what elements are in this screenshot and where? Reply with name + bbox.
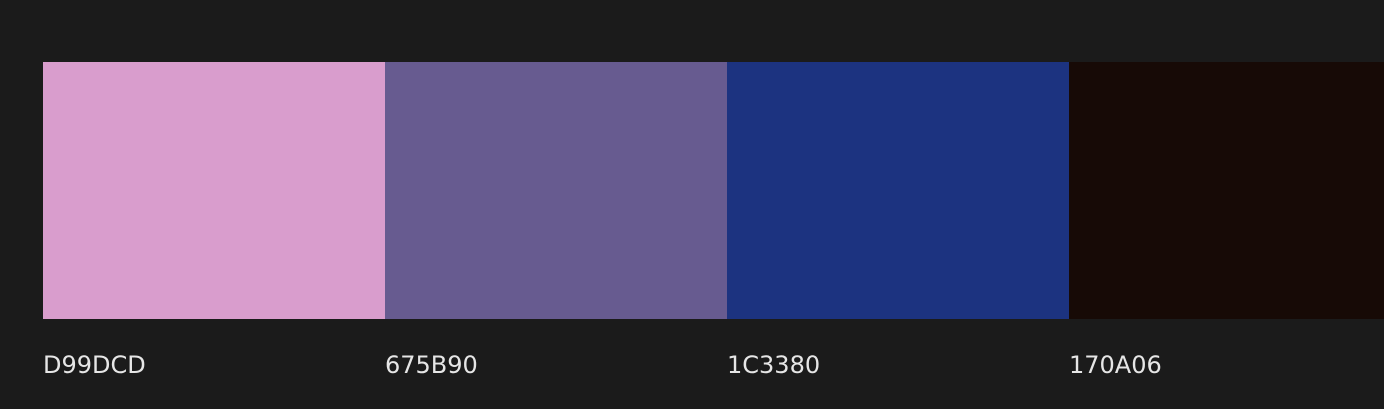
swatch-row: [43, 62, 1384, 319]
color-palette: D99DCD 675B90 1C3380 170A06: [43, 62, 1384, 409]
color-swatch-4[interactable]: [1069, 62, 1384, 319]
color-swatch-1[interactable]: [43, 62, 385, 319]
hex-label-4: 170A06: [1069, 351, 1162, 379]
color-swatch-3[interactable]: [727, 62, 1069, 319]
color-swatch-2[interactable]: [385, 62, 727, 319]
hex-label-3: 1C3380: [727, 351, 821, 379]
hex-label-row: D99DCD 675B90 1C3380 170A06: [43, 350, 1384, 380]
hex-label-2: 675B90: [385, 351, 478, 379]
hex-label-1: D99DCD: [43, 351, 146, 379]
